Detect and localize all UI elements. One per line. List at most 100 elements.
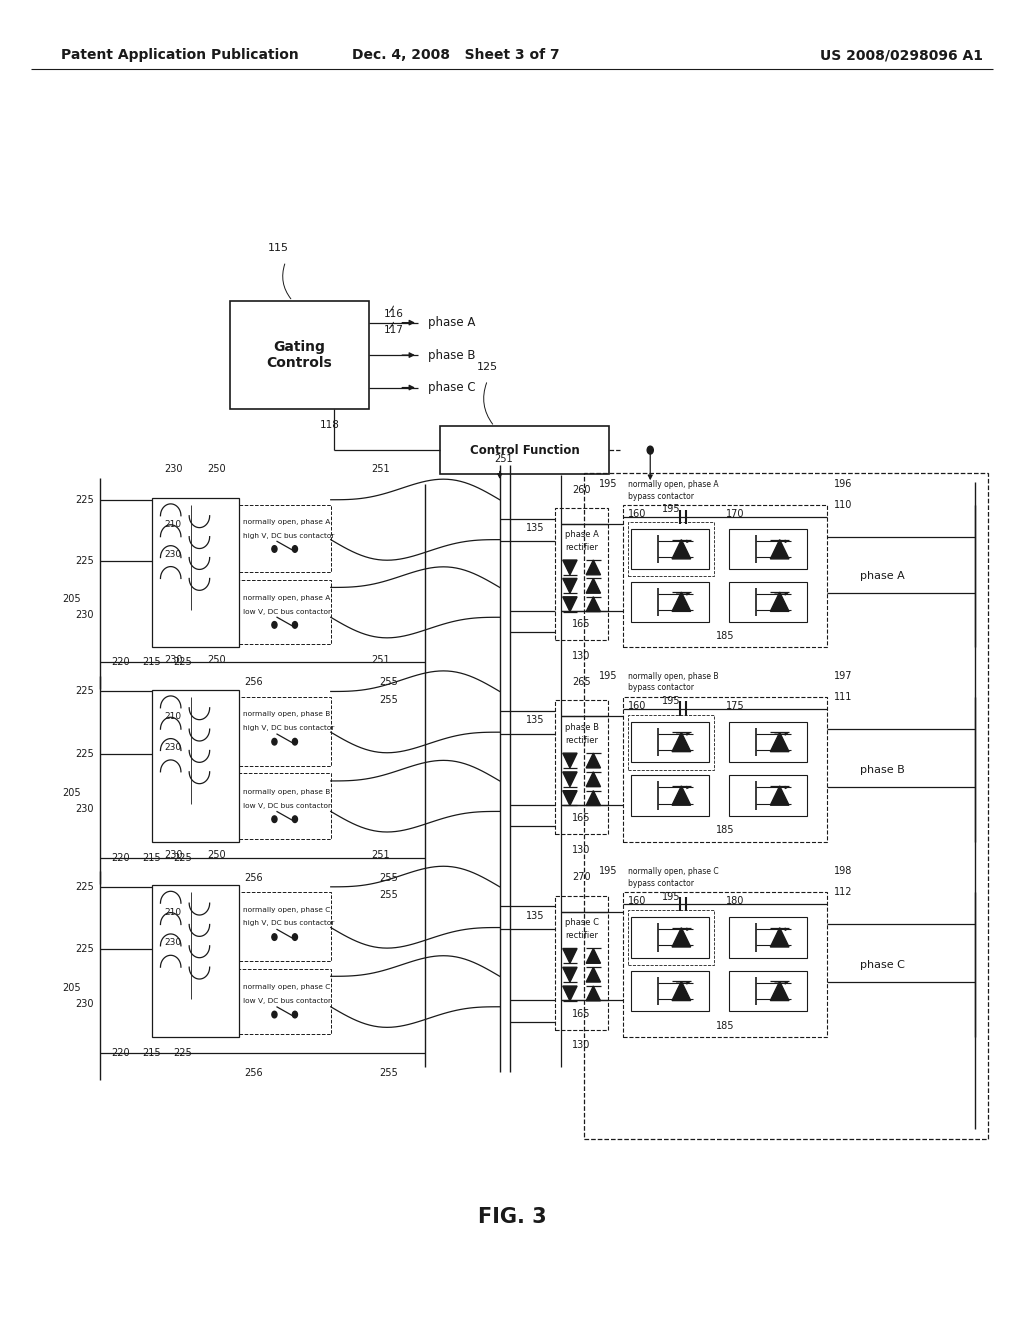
Circle shape xyxy=(293,816,297,822)
Circle shape xyxy=(293,545,297,552)
Text: 195: 195 xyxy=(599,671,617,681)
Bar xyxy=(729,722,807,762)
Text: 111: 111 xyxy=(834,692,852,702)
Bar xyxy=(239,774,331,838)
Text: 251: 251 xyxy=(372,463,390,474)
Text: 256: 256 xyxy=(245,873,263,883)
Text: low V, DC bus contactor: low V, DC bus contactor xyxy=(243,803,331,809)
Polygon shape xyxy=(672,785,691,805)
Text: 165: 165 xyxy=(572,619,591,628)
Text: 255: 255 xyxy=(380,873,398,883)
Polygon shape xyxy=(770,928,790,946)
Text: 256: 256 xyxy=(245,1068,263,1078)
Text: 225: 225 xyxy=(76,882,94,892)
Text: 118: 118 xyxy=(319,420,340,430)
Text: 230: 230 xyxy=(76,804,94,813)
Bar xyxy=(239,969,331,1034)
Text: Dec. 4, 2008   Sheet 3 of 7: Dec. 4, 2008 Sheet 3 of 7 xyxy=(352,49,559,62)
Polygon shape xyxy=(563,772,578,787)
Text: 225: 225 xyxy=(76,556,94,566)
Text: normally open, phase C: normally open, phase C xyxy=(628,867,719,876)
Text: phase B: phase B xyxy=(564,722,599,731)
Text: 160: 160 xyxy=(628,896,646,906)
Polygon shape xyxy=(563,597,578,611)
Text: FIG. 3: FIG. 3 xyxy=(477,1206,547,1228)
Text: normally open, phase B: normally open, phase B xyxy=(628,672,718,681)
Text: Patent Application Publication: Patent Application Publication xyxy=(61,49,299,62)
Text: 210: 210 xyxy=(165,908,182,917)
Polygon shape xyxy=(770,540,790,558)
Bar xyxy=(729,917,807,957)
Text: Control Function: Control Function xyxy=(470,444,580,457)
Polygon shape xyxy=(770,981,790,1001)
Text: phase A: phase A xyxy=(564,531,599,539)
Text: 180: 180 xyxy=(726,896,744,906)
Text: 256: 256 xyxy=(245,677,263,688)
Polygon shape xyxy=(586,949,600,964)
Bar xyxy=(631,775,709,816)
Text: Gating
Controls: Gating Controls xyxy=(266,341,333,370)
Text: 255: 255 xyxy=(380,677,398,688)
Text: phase A: phase A xyxy=(860,572,905,581)
Text: bypass contactor: bypass contactor xyxy=(628,879,693,888)
Text: 225: 225 xyxy=(173,657,191,668)
Text: 220: 220 xyxy=(112,657,130,668)
Text: 251: 251 xyxy=(372,850,390,861)
Polygon shape xyxy=(586,772,600,787)
Polygon shape xyxy=(563,986,578,1001)
Circle shape xyxy=(293,622,297,628)
Text: 230: 230 xyxy=(165,743,182,752)
Text: 225: 225 xyxy=(173,853,191,862)
Text: 130: 130 xyxy=(572,651,591,660)
Text: 270: 270 xyxy=(572,873,591,882)
Text: 117: 117 xyxy=(384,325,404,335)
Bar xyxy=(729,529,807,569)
Text: normally open, phase B: normally open, phase B xyxy=(243,788,330,795)
Text: 265: 265 xyxy=(572,677,591,686)
Text: 175: 175 xyxy=(726,701,744,710)
Polygon shape xyxy=(586,560,600,574)
Text: 185: 185 xyxy=(716,1020,734,1031)
Text: 135: 135 xyxy=(526,715,545,725)
Text: 198: 198 xyxy=(834,866,852,876)
Text: 130: 130 xyxy=(572,845,591,855)
Polygon shape xyxy=(672,593,691,611)
Bar xyxy=(239,506,331,573)
Bar xyxy=(152,498,239,647)
Text: 230: 230 xyxy=(76,610,94,619)
Text: normally open, phase C: normally open, phase C xyxy=(243,907,330,912)
Bar xyxy=(239,579,331,644)
Text: 185: 185 xyxy=(716,825,734,836)
Polygon shape xyxy=(770,593,790,611)
Polygon shape xyxy=(563,754,578,768)
Text: 116: 116 xyxy=(384,309,404,319)
Bar xyxy=(729,582,807,622)
Polygon shape xyxy=(586,968,600,982)
Text: 255: 255 xyxy=(380,890,398,900)
Text: normally open, phase C: normally open, phase C xyxy=(243,983,330,990)
Text: 230: 230 xyxy=(164,463,182,474)
Bar xyxy=(631,582,709,622)
Bar xyxy=(623,697,827,842)
Circle shape xyxy=(293,933,297,940)
Text: 230: 230 xyxy=(76,999,94,1008)
Text: bypass contactor: bypass contactor xyxy=(628,684,693,693)
Circle shape xyxy=(271,545,276,552)
Circle shape xyxy=(293,1011,297,1018)
Text: 196: 196 xyxy=(834,479,852,490)
Text: 230: 230 xyxy=(164,655,182,665)
Text: 220: 220 xyxy=(112,853,130,862)
Text: bypass contactor: bypass contactor xyxy=(628,491,693,500)
Polygon shape xyxy=(586,754,600,768)
Polygon shape xyxy=(770,733,790,751)
Text: 160: 160 xyxy=(628,508,646,519)
Text: low V, DC bus contactor: low V, DC bus contactor xyxy=(243,609,331,615)
Text: 205: 205 xyxy=(62,983,81,994)
Bar xyxy=(729,775,807,816)
Text: 195: 195 xyxy=(662,697,680,706)
Bar xyxy=(152,689,239,842)
Bar xyxy=(631,529,709,569)
Text: 135: 135 xyxy=(526,523,545,533)
Text: 230: 230 xyxy=(164,850,182,861)
Text: 251: 251 xyxy=(372,655,390,665)
